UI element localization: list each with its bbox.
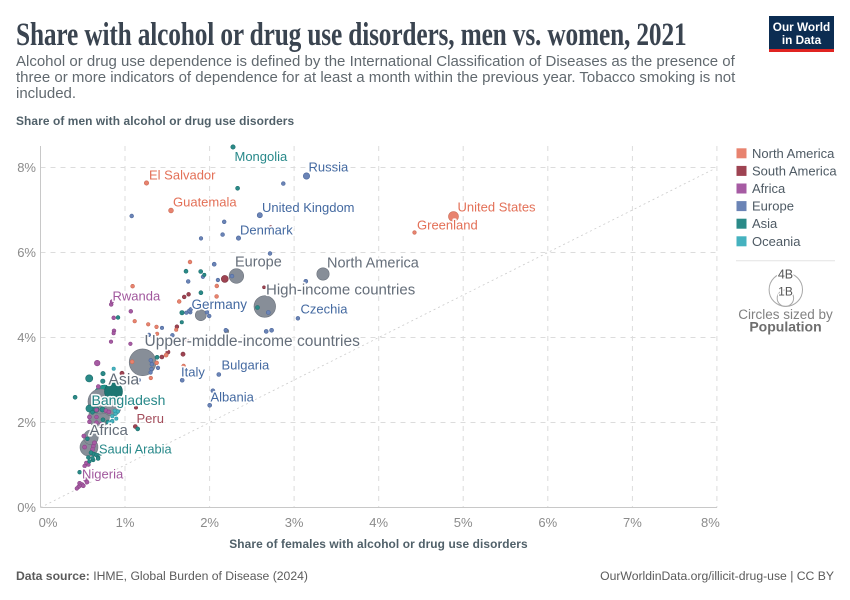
svg-text:Italy: Italy	[181, 365, 205, 380]
svg-text:Rwanda: Rwanda	[113, 289, 161, 304]
svg-text:5%: 5%	[454, 515, 473, 530]
svg-text:Circles sized by: Circles sized by	[738, 307, 833, 322]
svg-text:0%: 0%	[17, 500, 36, 515]
svg-text:6%: 6%	[17, 245, 36, 260]
svg-text:Mongolia: Mongolia	[235, 149, 289, 164]
svg-text:8%: 8%	[17, 160, 36, 175]
svg-text:Asia: Asia	[752, 216, 778, 231]
svg-text:Oceania: Oceania	[752, 234, 801, 249]
svg-text:South America: South America	[752, 163, 837, 178]
svg-text:Bulgaria: Bulgaria	[222, 358, 270, 373]
svg-text:3%: 3%	[285, 515, 304, 530]
svg-text:Saudi Arabia: Saudi Arabia	[99, 442, 172, 457]
svg-text:High-income countries: High-income countries	[266, 282, 415, 299]
svg-text:United States: United States	[458, 200, 537, 215]
svg-text:8%: 8%	[701, 515, 720, 530]
svg-text:North America: North America	[752, 146, 835, 161]
svg-text:Africa: Africa	[752, 181, 786, 196]
svg-text:4B: 4B	[778, 268, 793, 282]
svg-text:Peru: Peru	[137, 411, 164, 426]
svg-text:Albania: Albania	[211, 390, 255, 405]
svg-text:Upper-middle-income countries: Upper-middle-income countries	[145, 333, 361, 350]
svg-text:4%: 4%	[17, 330, 36, 345]
svg-text:El Salvador: El Salvador	[149, 168, 216, 183]
svg-text:7%: 7%	[623, 515, 642, 530]
svg-text:Guatemala: Guatemala	[173, 195, 237, 210]
svg-text:1%: 1%	[116, 515, 135, 530]
svg-text:2%: 2%	[17, 415, 36, 430]
svg-text:Denmark: Denmark	[240, 223, 293, 238]
svg-text:Greenland: Greenland	[417, 218, 478, 233]
svg-text:Europe: Europe	[752, 199, 794, 214]
svg-text:Bangladesh: Bangladesh	[92, 392, 166, 408]
svg-text:1B: 1B	[778, 285, 793, 299]
svg-text:Czechia: Czechia	[301, 302, 349, 317]
svg-text:North America: North America	[327, 256, 420, 272]
svg-text:6%: 6%	[538, 515, 557, 530]
svg-text:United Kingdom: United Kingdom	[262, 200, 355, 215]
svg-text:Nigeria: Nigeria	[82, 467, 124, 482]
svg-text:Europe: Europe	[235, 255, 282, 271]
svg-text:Germany: Germany	[192, 297, 248, 312]
svg-text:Russia: Russia	[309, 160, 350, 175]
svg-text:Africa: Africa	[90, 422, 129, 439]
svg-text:4%: 4%	[369, 515, 388, 530]
svg-text:2%: 2%	[200, 515, 219, 530]
svg-text:Asia: Asia	[108, 372, 139, 389]
svg-text:Population: Population	[749, 319, 821, 335]
svg-text:0%: 0%	[39, 515, 58, 530]
